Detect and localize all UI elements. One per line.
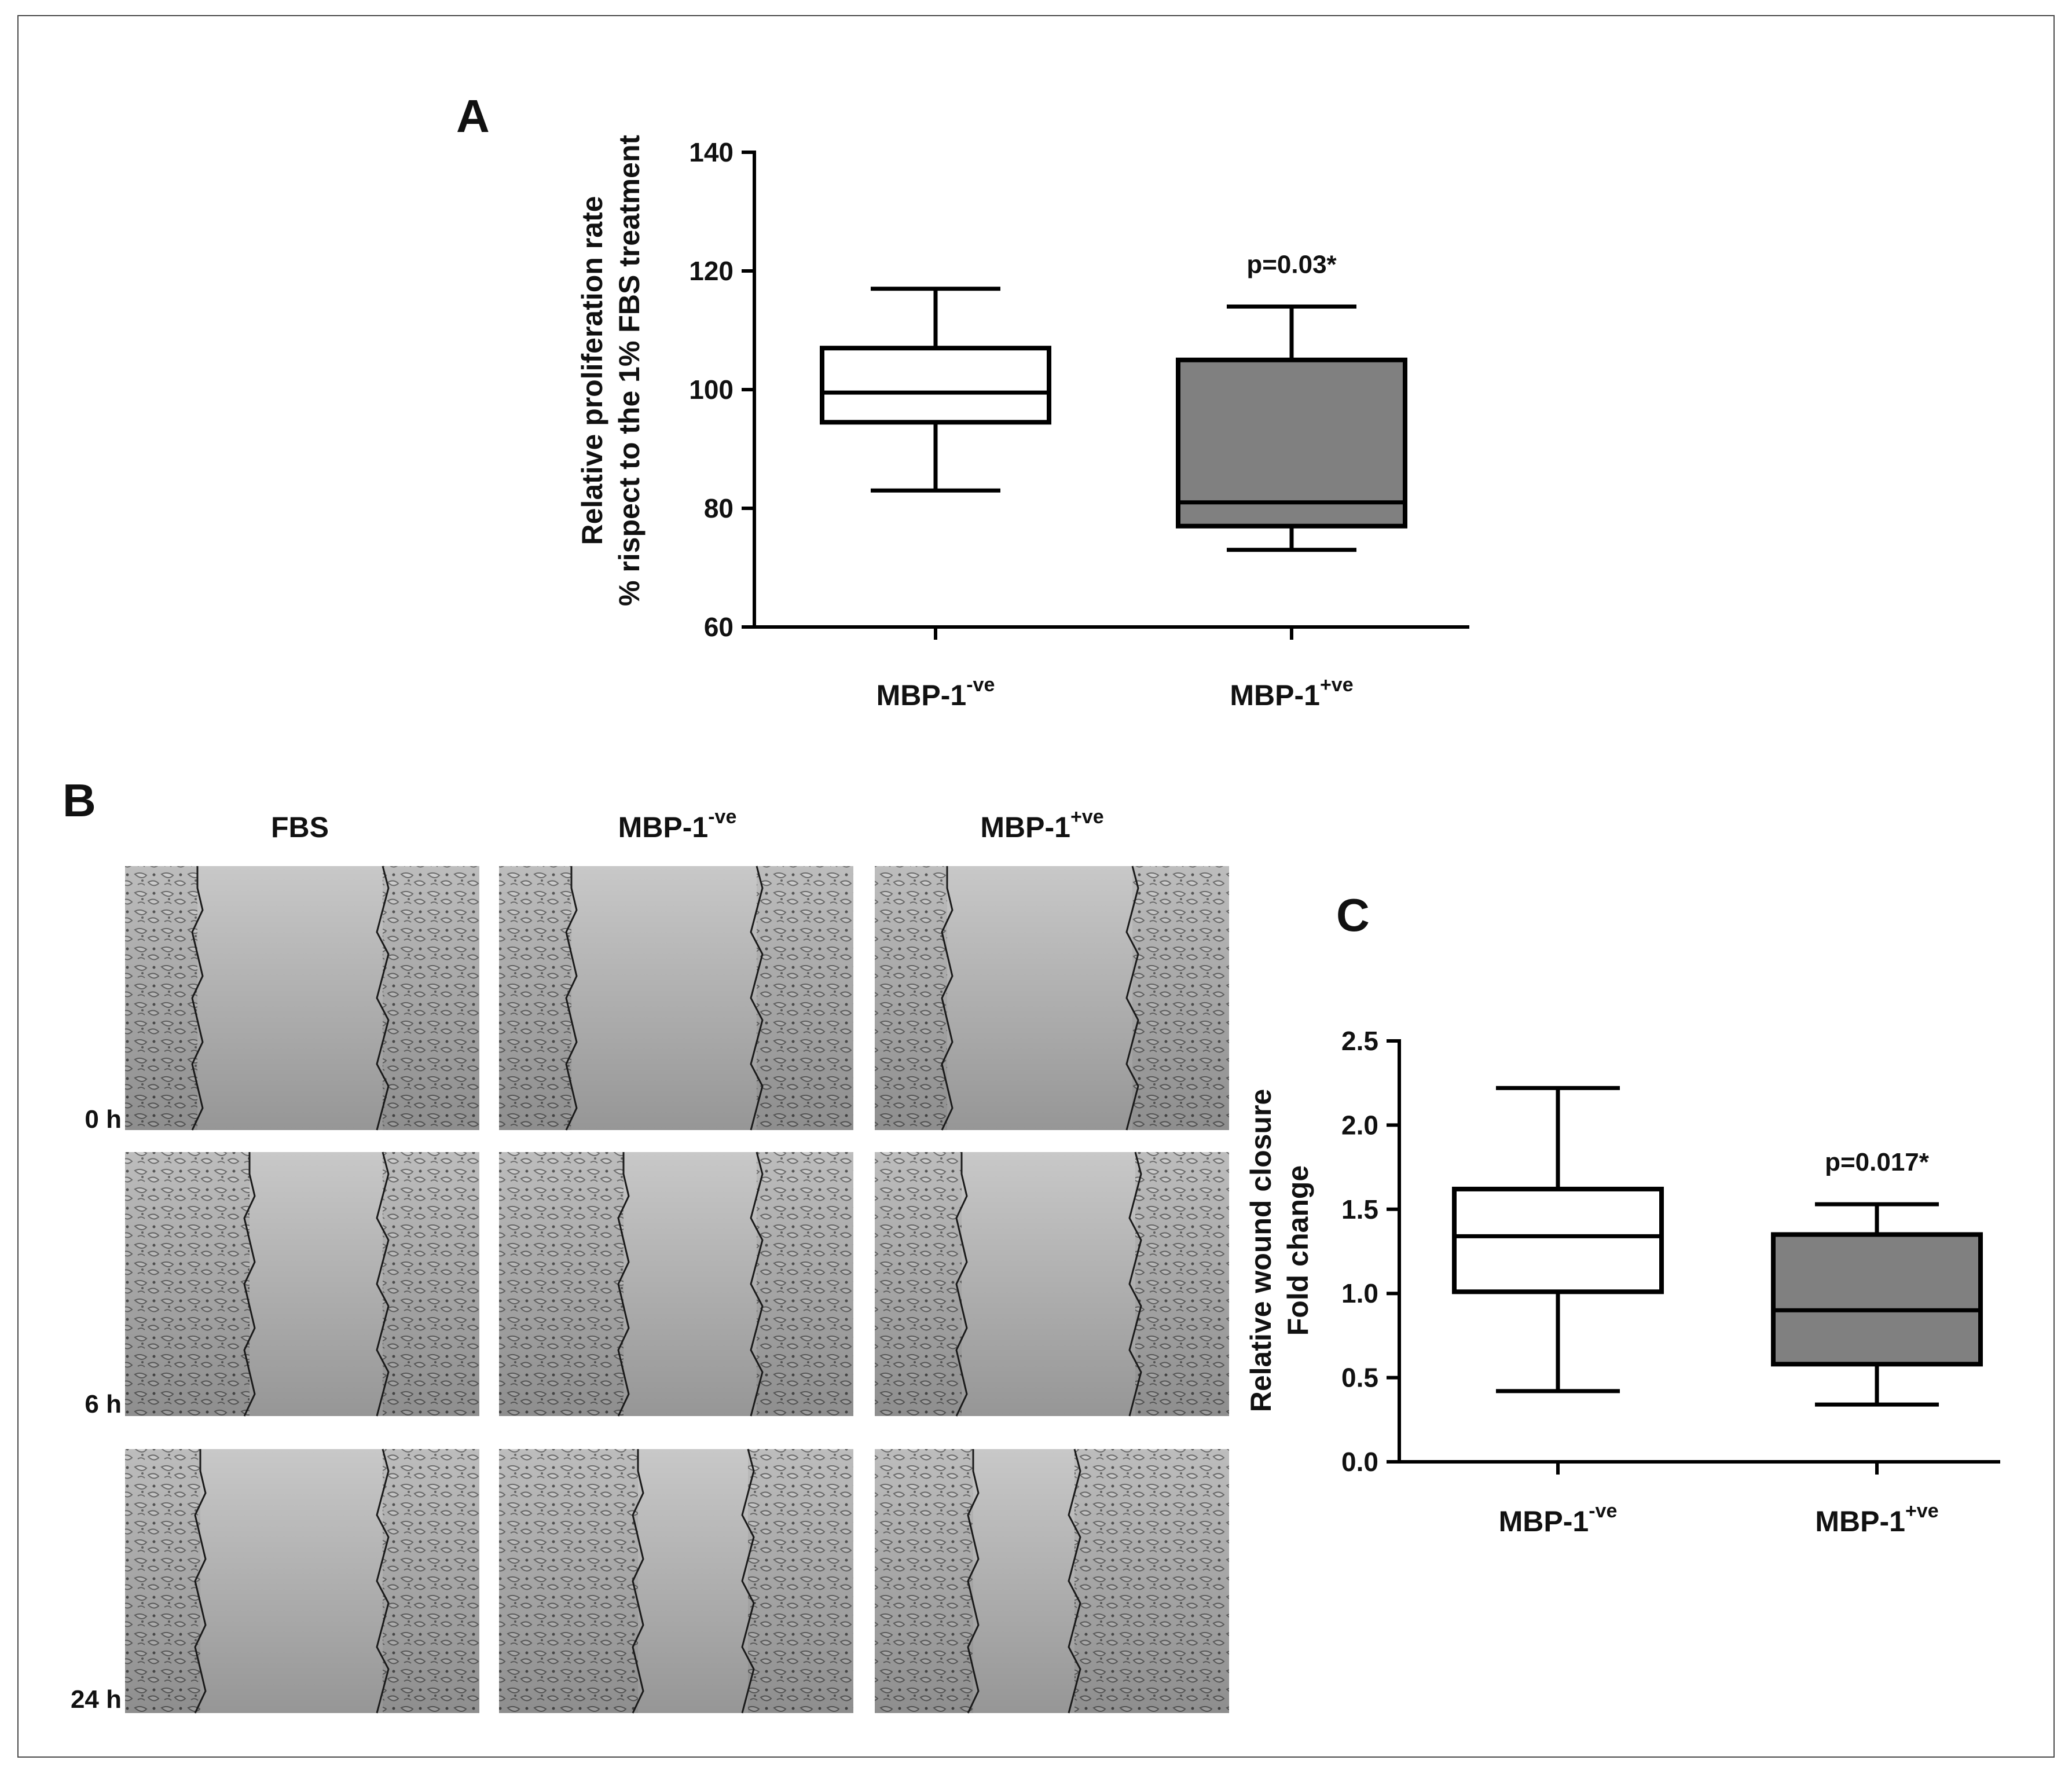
wound-edge-right-1-2 <box>1128 1151 1142 1417</box>
panel-letter-b: B <box>63 775 96 826</box>
figure-frame <box>17 15 2055 1758</box>
chart-a-ytick-label-2: 100 <box>689 375 734 405</box>
row-label-24h: 24 h <box>71 1685 122 1714</box>
micrograph-2-1 <box>499 1448 853 1714</box>
chart-a-box-0 <box>820 287 1051 493</box>
wound-edge-right-1-1 <box>750 1151 764 1417</box>
chart-a-box-1 <box>1176 305 1407 552</box>
chart-a-iqr-rect-0 <box>820 346 1051 425</box>
chart-c-iqr-rect-1 <box>1771 1232 1983 1367</box>
micrograph-shading-2-2 <box>875 1449 1229 1713</box>
wound-edge-left-0-1 <box>565 866 578 1131</box>
panel-letter-a: A <box>456 90 490 142</box>
micrograph-shading-1-2 <box>875 1152 1229 1416</box>
chart-c-box-1 <box>1771 1202 1983 1407</box>
column-header-mbp1-neg: MBP-1-ve <box>618 806 737 844</box>
chart-a-iqr-rect-1 <box>1176 357 1407 529</box>
chart-c-ytick-label-5: 2.5 <box>1341 1026 1378 1056</box>
chart-c-wound-closure: 0.0 0.5 1.0 1.5 2.0 2.5 Relative wound closure… <box>1245 1026 2000 1538</box>
chart-a-y-label-line-2: % rispect to the 1% FBS treatment <box>613 135 646 606</box>
micrograph-0-2 <box>875 866 1229 1131</box>
micrograph-shading-1-0 <box>125 1152 479 1416</box>
micrograph-shading-2-0 <box>125 1449 479 1713</box>
micrograph-0-0 <box>125 866 479 1131</box>
chart-a-category-label-1: MBP-1+ve <box>1230 674 1353 712</box>
wound-edge-left-1-1 <box>617 1152 630 1417</box>
wound-edge-left-2-0 <box>194 1449 207 1714</box>
micrograph-2-0 <box>125 1448 479 1714</box>
chart-a-y-label-line-1: Relative proliferation rate <box>576 196 608 545</box>
micrograph-shading-0-1 <box>499 866 853 1130</box>
wound-edge-right-0-2 <box>1125 866 1139 1131</box>
micrograph-shading-0-2 <box>875 866 1229 1130</box>
micrograph-1-1 <box>499 1151 853 1417</box>
chart-c-category-label-1: MBP-1+ve <box>1815 1500 1938 1538</box>
chart-c-ytick-label-0: 0.0 <box>1341 1447 1378 1477</box>
chart-a-category-label-0: MBP-1-ve <box>877 674 995 712</box>
wound-edge-left-0-0 <box>191 866 204 1131</box>
wound-edge-right-2-0 <box>376 1448 390 1714</box>
row-label-6h: 6 h <box>85 1390 122 1418</box>
chart-c-pvalue-label-0: p=0.017* <box>1825 1148 1930 1176</box>
chart-c-ytick-label-4: 2.0 <box>1341 1110 1378 1140</box>
wound-edge-right-2-2 <box>1068 1448 1081 1714</box>
wound-edge-left-0-2 <box>941 866 954 1131</box>
chart-a-ytick-label-4: 140 <box>689 137 734 167</box>
wound-edge-right-0-0 <box>376 866 390 1131</box>
chart-c-box-0 <box>1452 1085 1664 1393</box>
micrograph-shading-2-1 <box>499 1449 853 1713</box>
micrograph-shading-0-0 <box>125 866 479 1130</box>
micrograph-shading-1-1 <box>499 1152 853 1416</box>
wound-edge-left-1-0 <box>243 1152 256 1417</box>
chart-a-ytick-label-0: 60 <box>704 612 734 642</box>
micrograph-1-2 <box>875 1151 1229 1417</box>
chart-c-ytick-label-1: 0.5 <box>1341 1363 1378 1393</box>
chart-a-proliferation: 60 80 100 120 140 Relative proliferation rate… <box>576 135 1469 712</box>
chart-c-ytick-label-3: 1.5 <box>1341 1194 1378 1224</box>
micrograph-1-0 <box>125 1151 479 1417</box>
micrograph-0-1 <box>499 866 853 1131</box>
panel-b-wound-healing-micrographs: FBS MBP-1-ve MBP-1+ve 0 h 6 h 24 h <box>71 806 1229 1714</box>
wound-edge-right-2-1 <box>741 1448 755 1714</box>
wound-edge-left-1-2 <box>955 1152 968 1417</box>
chart-c-category-label-0: MBP-1-ve <box>1499 1500 1618 1538</box>
panel-letter-c: C <box>1336 889 1370 941</box>
wound-edge-left-2-1 <box>632 1449 644 1714</box>
row-label-0h: 0 h <box>85 1105 122 1134</box>
chart-a-ytick-label-3: 120 <box>689 256 734 286</box>
wound-edge-right-1-0 <box>376 1151 390 1417</box>
wound-edge-left-2-2 <box>967 1449 980 1714</box>
chart-c-iqr-rect-0 <box>1452 1186 1664 1294</box>
chart-c-y-label-line-1: Relative wound closure <box>1245 1089 1277 1412</box>
column-header-mbp1-pos: MBP-1+ve <box>980 806 1103 844</box>
chart-a-ytick-label-1: 80 <box>704 493 734 523</box>
micrograph-2-2 <box>875 1448 1229 1714</box>
wound-edge-right-0-1 <box>750 866 764 1131</box>
chart-a-pvalue-label-0: p=0.03* <box>1246 251 1337 279</box>
chart-c-y-label-line-2: Fold change <box>1282 1165 1314 1336</box>
column-header-fbs: FBS <box>271 811 329 844</box>
chart-c-ytick-label-2: 1.0 <box>1341 1278 1378 1308</box>
